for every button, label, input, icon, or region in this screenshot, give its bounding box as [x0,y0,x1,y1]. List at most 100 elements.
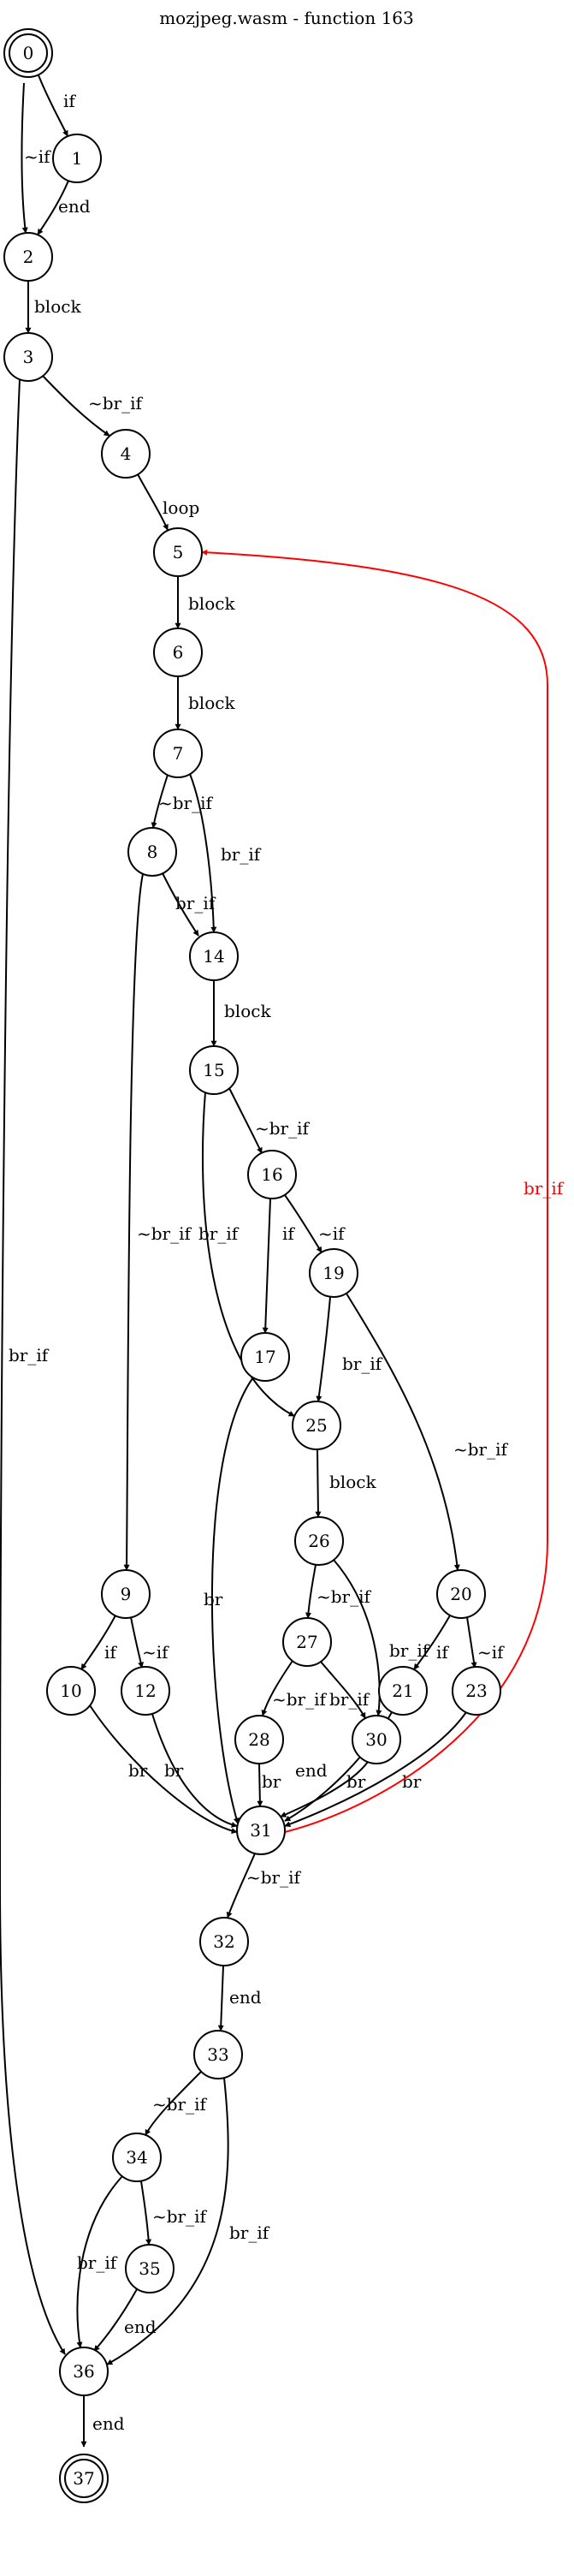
node-label: 5 [173,542,184,562]
edge-line [162,872,199,937]
node-label: 35 [139,2258,160,2279]
node-circle [153,729,203,778]
node-circle [52,134,102,183]
node-10: 10 [46,1666,96,1716]
edge-8-9: ~br_if [123,873,192,1571]
node-9: 9 [101,1569,151,1619]
node-circle [282,1617,332,1667]
node-label: 27 [296,1632,317,1652]
node-circle [240,1332,290,1382]
edge-6-7: block [175,676,235,730]
edge-12-31: br [151,1713,238,1828]
edge-label: ~br_if [255,1118,311,1139]
edge-label: if [63,91,76,111]
node-label: 28 [248,1729,269,1750]
edge-14-15: block [210,980,271,1047]
edge-label: block [34,296,81,317]
node-inner-circle [64,2459,104,2498]
edge-0-2: ~if [21,82,51,234]
node-circle [153,628,203,677]
edge-label: br_if [389,1640,430,1661]
node-circle [112,2133,162,2182]
node-label: 34 [126,2147,147,2168]
edge-line [145,2071,202,2136]
node-circle [189,931,239,981]
edge-line [262,1198,271,1334]
edge-9-12: ~if [130,1616,169,1669]
node-label: 0 [23,43,34,63]
edge-line [38,74,68,137]
edge-line [320,1661,366,1719]
edge-7-8: ~br_if [151,774,214,829]
node-label: 30 [365,1729,387,1750]
graph-title: mozjpeg.wasm - function 163 [159,8,414,28]
edge-label: ~br_if [246,1867,302,1888]
node-circle [378,1666,428,1716]
node-17: 17 [240,1332,290,1382]
node-label: 7 [173,743,184,764]
node-label: 15 [203,1060,224,1080]
node-label: 23 [465,1681,487,1701]
edge-label: br_if [342,1353,383,1374]
node-32: 32 [199,1917,249,1966]
node-circle [352,1715,401,1764]
node-37: 37 [59,2454,109,2503]
edge-9-10: if [80,1615,117,1670]
edge-label: ~br_if [453,1439,509,1460]
node-label: 31 [250,1820,271,1841]
edge-label: ~br_if [152,2206,208,2227]
node-2: 2 [3,232,53,282]
node-label: 25 [305,1415,327,1436]
edge-8-14: br_if [162,872,216,937]
node-label: 19 [323,1263,344,1283]
node-circle [247,1150,297,1199]
node-circle [436,1569,486,1619]
edge-30-31: end [280,1760,369,1817]
edge-19-20: ~br_if [346,1293,509,1571]
node-5: 5 [153,527,203,577]
edge-label: br [262,1771,281,1792]
edge-label: block [188,693,235,713]
edge-17-31: br [204,1377,254,1824]
edge-label: br_if [77,2252,118,2273]
edge-line [280,1761,369,1817]
edge-label: br_if [329,1689,370,1710]
node-label: 4 [121,443,132,464]
node-circle [452,1666,501,1716]
edge-label: br_if [198,1223,240,1244]
node-circle [59,2347,109,2396]
edge-label: br_if [221,844,262,865]
node-8: 8 [127,827,177,877]
node-15: 15 [189,1045,239,1095]
edge-label: ~if [477,1642,505,1663]
edge-line [37,180,69,235]
node-circle [294,1516,344,1566]
edge-label: ~br_if [137,1223,192,1244]
edge-label: block [188,593,235,614]
edge-line [201,549,548,1833]
edge-label: ~br_if [158,793,214,813]
node-label: 20 [450,1584,471,1604]
node-20: 20 [436,1569,486,1619]
edge-line [466,1616,477,1669]
node-label: 36 [73,2361,94,2382]
edge-28-31: br [257,1763,281,1807]
edge-label: ~if [318,1223,346,1244]
node-circle [189,1045,239,1095]
edge-line [211,1377,254,1824]
node-30: 30 [352,1715,401,1764]
edge-line [123,873,144,1571]
edge-line [316,1296,331,1402]
edge-label: br [128,1760,148,1781]
node-label: 37 [73,2468,94,2489]
edge-34-35: ~br_if [140,2180,208,2246]
edge-line [257,1763,263,1807]
node-label: 8 [147,842,158,862]
node-35: 35 [125,2244,175,2293]
edge-line [76,2175,123,2348]
node-23: 23 [452,1666,501,1716]
node-circle [101,429,151,479]
edge-line [80,1615,116,1670]
node-3: 3 [3,332,53,382]
